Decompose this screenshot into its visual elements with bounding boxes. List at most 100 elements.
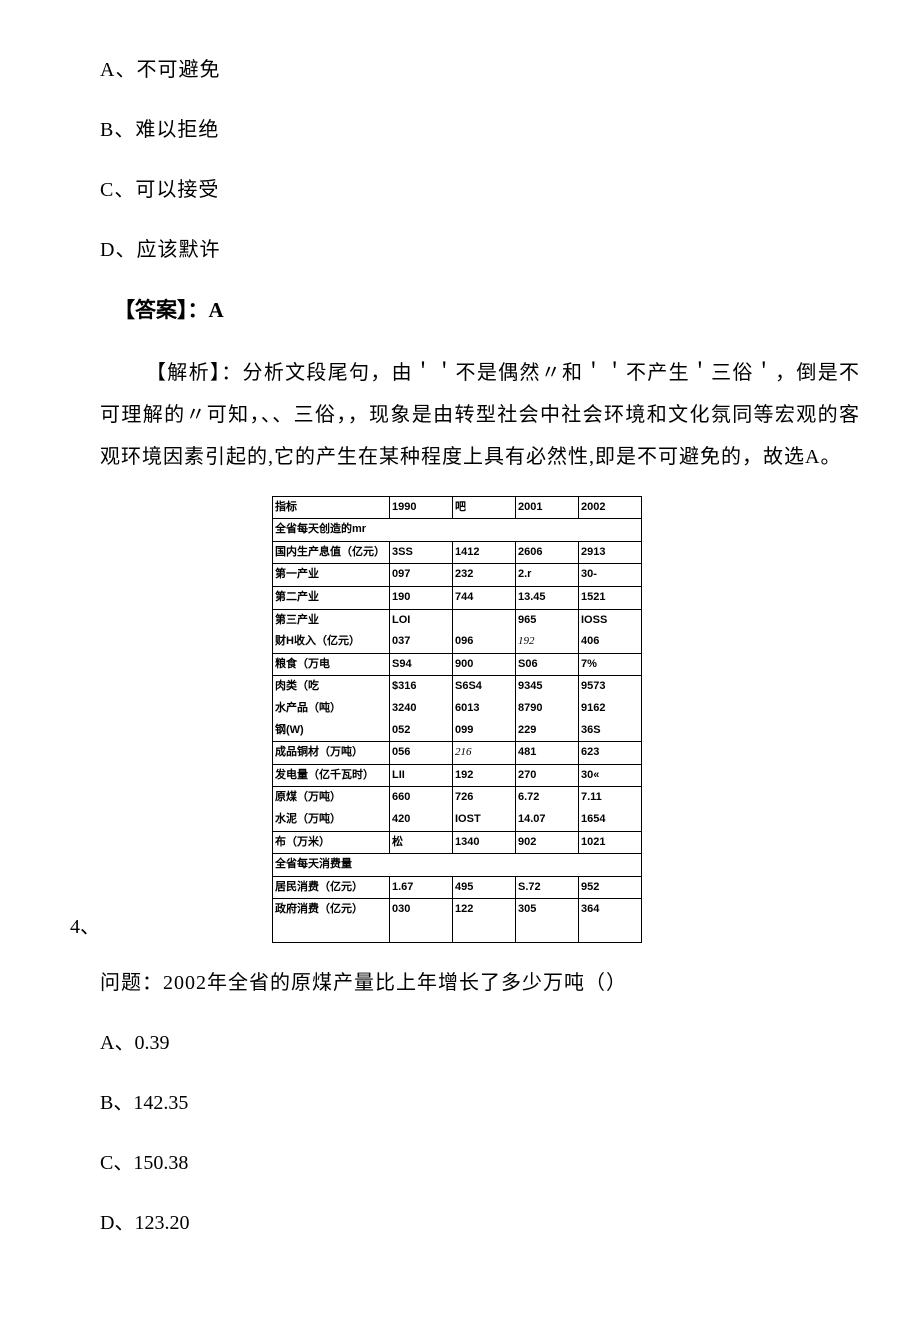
table-row: 肉类（吃 $316 S6S4 9345 9573 xyxy=(273,676,642,698)
cell: 1.67 xyxy=(390,876,453,899)
cell: 744 xyxy=(453,586,516,609)
th-1990: 1990 xyxy=(390,496,453,519)
cell: S06 xyxy=(516,653,579,676)
cell: 1521 xyxy=(579,586,642,609)
table-row: 原煤（万吨） 660 726 6.72 7.11 xyxy=(273,787,642,809)
th-col2: 吧 xyxy=(453,496,516,519)
cell: 952 xyxy=(579,876,642,899)
cell: LOI xyxy=(390,609,453,631)
cell: 420 xyxy=(390,809,453,831)
cell: 成品铜材（万吨） xyxy=(273,742,390,765)
section-row-1: 全省每天创造的mr xyxy=(273,519,642,542)
table-row: 成品铜材（万吨） 056 216 481 623 xyxy=(273,742,642,765)
cell: 发电量（亿千瓦时） xyxy=(273,764,390,787)
cell: 037 xyxy=(390,631,453,653)
cell: 6013 xyxy=(453,698,516,720)
cell: 居民消费（亿元） xyxy=(273,876,390,899)
cell: LII xyxy=(390,764,453,787)
data-table-wrapper: 指标 1990 吧 2001 2002 全省每天创造的mr 国内生产息值（亿元）… xyxy=(272,496,860,944)
table-row: 水泥（万吨） 420 IOST 14.07 1654 xyxy=(273,809,642,831)
cell: 1021 xyxy=(579,831,642,854)
cell: 364 xyxy=(579,899,642,921)
cell: 国内生产息值（亿元） xyxy=(273,541,390,564)
cell: 松 xyxy=(390,831,453,854)
q3-option-c: C、可以接受 xyxy=(100,174,860,206)
cell: 第二产业 xyxy=(273,586,390,609)
cell: 1412 xyxy=(453,541,516,564)
cell: 623 xyxy=(579,742,642,765)
cell: 2606 xyxy=(516,541,579,564)
cell xyxy=(453,609,516,631)
cell: 30- xyxy=(579,564,642,587)
cell: 9573 xyxy=(579,676,642,698)
cell: 229 xyxy=(516,720,579,742)
cell: 8790 xyxy=(516,698,579,720)
th-indicator: 指标 xyxy=(273,496,390,519)
document-page: A、不可避免 B、难以拒绝 C、可以接受 D、应该默许 【答案】：A 【解析】：… xyxy=(0,0,920,1327)
cell: 水泥（万吨） xyxy=(273,809,390,831)
cell xyxy=(273,921,390,943)
cell: 钢(W) xyxy=(273,720,390,742)
cell: 7.11 xyxy=(579,787,642,809)
table-row: 国内生产息值（亿元） 3SS 1412 2606 2913 xyxy=(273,541,642,564)
cell: 14.07 xyxy=(516,809,579,831)
cell: 096 xyxy=(453,631,516,653)
q3-analysis: 【解析】：分析文段尾句，由＇＇不是偶然〃和＇＇不产生＇三俗＇，倒是不可理解的〃可… xyxy=(100,352,860,478)
cell: 902 xyxy=(516,831,579,854)
cell xyxy=(516,921,579,943)
q4-option-c: C、150.38 xyxy=(100,1147,860,1179)
table-row: 布（万米） 松 1340 902 1021 xyxy=(273,831,642,854)
table-row: 政府消费（亿元） 030 122 305 364 xyxy=(273,899,642,921)
cell: 056 xyxy=(390,742,453,765)
cell: 布（万米） xyxy=(273,831,390,854)
q4-option-d: D、123.20 xyxy=(100,1207,860,1239)
table-row: 发电量（亿千瓦时） LII 192 270 30« xyxy=(273,764,642,787)
cell: 第一产业 xyxy=(273,564,390,587)
cell: 13.45 xyxy=(516,586,579,609)
q4-option-a: A、0.39 xyxy=(100,1027,860,1059)
cell: 099 xyxy=(453,720,516,742)
q3-answer: 【答案】：A xyxy=(114,294,860,328)
cell xyxy=(390,921,453,943)
cell: 肉类（吃 xyxy=(273,676,390,698)
cell: 粮食（万电 xyxy=(273,653,390,676)
cell xyxy=(453,921,516,943)
cell: 660 xyxy=(390,787,453,809)
cell: 305 xyxy=(516,899,579,921)
table-header-row: 指标 1990 吧 2001 2002 xyxy=(273,496,642,519)
cell: 216 xyxy=(453,742,516,765)
cell: 30« xyxy=(579,764,642,787)
cell: 3SS xyxy=(390,541,453,564)
table-row-empty xyxy=(273,921,642,943)
cell: 7% xyxy=(579,653,642,676)
cell: IOST xyxy=(453,809,516,831)
cell xyxy=(579,921,642,943)
q3-option-d: D、应该默许 xyxy=(100,234,860,266)
cell: 122 xyxy=(453,899,516,921)
cell: 政府消费（亿元） xyxy=(273,899,390,921)
cell: 190 xyxy=(390,586,453,609)
q4-question-text: 问题：2002年全省的原煤产量比上年增长了多少万吨（） xyxy=(100,967,860,999)
cell: 9162 xyxy=(579,698,642,720)
cell: 水产品（吨） xyxy=(273,698,390,720)
th-2001: 2001 xyxy=(516,496,579,519)
section-2-label: 全省每天消费量 xyxy=(273,854,642,877)
cell: 030 xyxy=(390,899,453,921)
table-row: 第二产业 190 744 13.45 1521 xyxy=(273,586,642,609)
cell: 726 xyxy=(453,787,516,809)
table-row: 水产品（吨） 3240 6013 8790 9162 xyxy=(273,698,642,720)
cell: $316 xyxy=(390,676,453,698)
q3-option-b: B、难以拒绝 xyxy=(100,114,860,146)
cell: 9345 xyxy=(516,676,579,698)
cell: 270 xyxy=(516,764,579,787)
q4-number: 4、 xyxy=(70,911,100,943)
cell-text: 216 xyxy=(455,746,472,758)
section-1-label: 全省每天创造的mr xyxy=(273,519,642,542)
cell: IOSS xyxy=(579,609,642,631)
cell: S94 xyxy=(390,653,453,676)
table-row: 钢(W) 052 099 229 36S xyxy=(273,720,642,742)
stats-table: 指标 1990 吧 2001 2002 全省每天创造的mr 国内生产息值（亿元）… xyxy=(272,496,642,944)
th-2002: 2002 xyxy=(579,496,642,519)
cell: 3240 xyxy=(390,698,453,720)
cell: S6S4 xyxy=(453,676,516,698)
